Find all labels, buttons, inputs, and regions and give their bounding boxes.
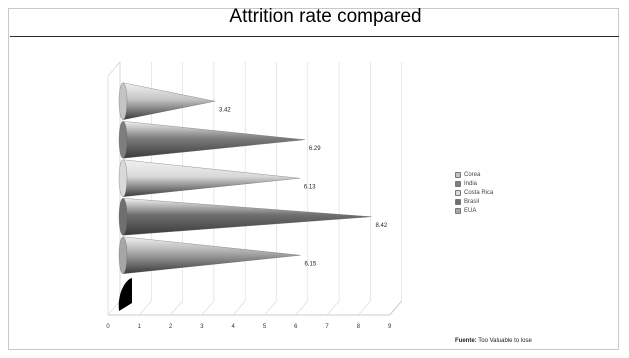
x-tick-label: 3 [200, 324, 204, 330]
source-text: Too Valuable to lose [478, 338, 532, 344]
slide-frame [8, 8, 619, 350]
cone-base [118, 236, 128, 274]
title-rule [10, 36, 619, 37]
cone-base [118, 159, 128, 197]
gridline-floor [295, 300, 309, 316]
gridline-floor [358, 300, 371, 316]
legend-swatch [455, 171, 461, 178]
cone-base [118, 82, 128, 120]
x-tick-label: 0 [106, 324, 110, 330]
legend-item: Corea [455, 170, 493, 179]
x-tick-label: 6 [294, 324, 298, 330]
floor-edge-right [389, 300, 402, 316]
gridline-floor [201, 300, 215, 316]
cone-bar-eua [122, 236, 301, 274]
x-tick-label: 9 [388, 324, 392, 330]
legend-item: India [455, 179, 493, 188]
legend-label: EUA [464, 207, 477, 214]
gridline-floor [139, 300, 152, 316]
gridline-floor [326, 300, 340, 316]
legend-item: EUA [455, 206, 493, 215]
side-wall-top [107, 61, 121, 77]
gridline-floor [232, 300, 246, 316]
x-tick-label: 7 [325, 324, 329, 330]
cone-bar-corea [122, 82, 216, 120]
gridline-floor [264, 300, 277, 316]
cone-bar-costa-rica [122, 159, 300, 197]
source-label: Fuente: [455, 338, 477, 344]
axis-depth-wedge [118, 278, 132, 311]
legend-swatch [455, 180, 461, 187]
x-tick-label: 4 [232, 324, 236, 330]
x-tick-label: 2 [169, 324, 173, 330]
gridline-floor [107, 300, 121, 316]
gridline-floor [170, 300, 183, 316]
legend-swatch [455, 189, 461, 196]
chart-legend: Corea India Costa Rica Brasil EUA [455, 170, 493, 215]
data-label: 6.15 [304, 261, 316, 267]
x-tick-label: 1 [138, 324, 142, 330]
legend-item: Costa Rica [455, 188, 493, 197]
source-note: Fuente: Too Valuable to lose [455, 338, 545, 345]
data-label: 3.42 [219, 107, 231, 113]
cone-base [118, 121, 128, 159]
x-tick-label: 5 [263, 324, 267, 330]
data-label: 6.13 [304, 184, 316, 190]
legend-item: Brasil [455, 197, 493, 206]
legend-label: Costa Rica [464, 189, 494, 196]
legend-label: India [464, 180, 478, 187]
legend-swatch [455, 198, 461, 205]
legend-label: Brasil [464, 198, 480, 205]
legend-swatch [455, 207, 461, 214]
data-label: 8.42 [376, 223, 388, 229]
cone-bar-brasil [122, 198, 372, 236]
legend-label: Corea [464, 171, 481, 178]
cone-base [118, 198, 128, 236]
chart-title: Attrition rate compared [229, 6, 422, 27]
data-label: 6.29 [309, 146, 321, 152]
x-tick-label: 8 [357, 324, 361, 330]
